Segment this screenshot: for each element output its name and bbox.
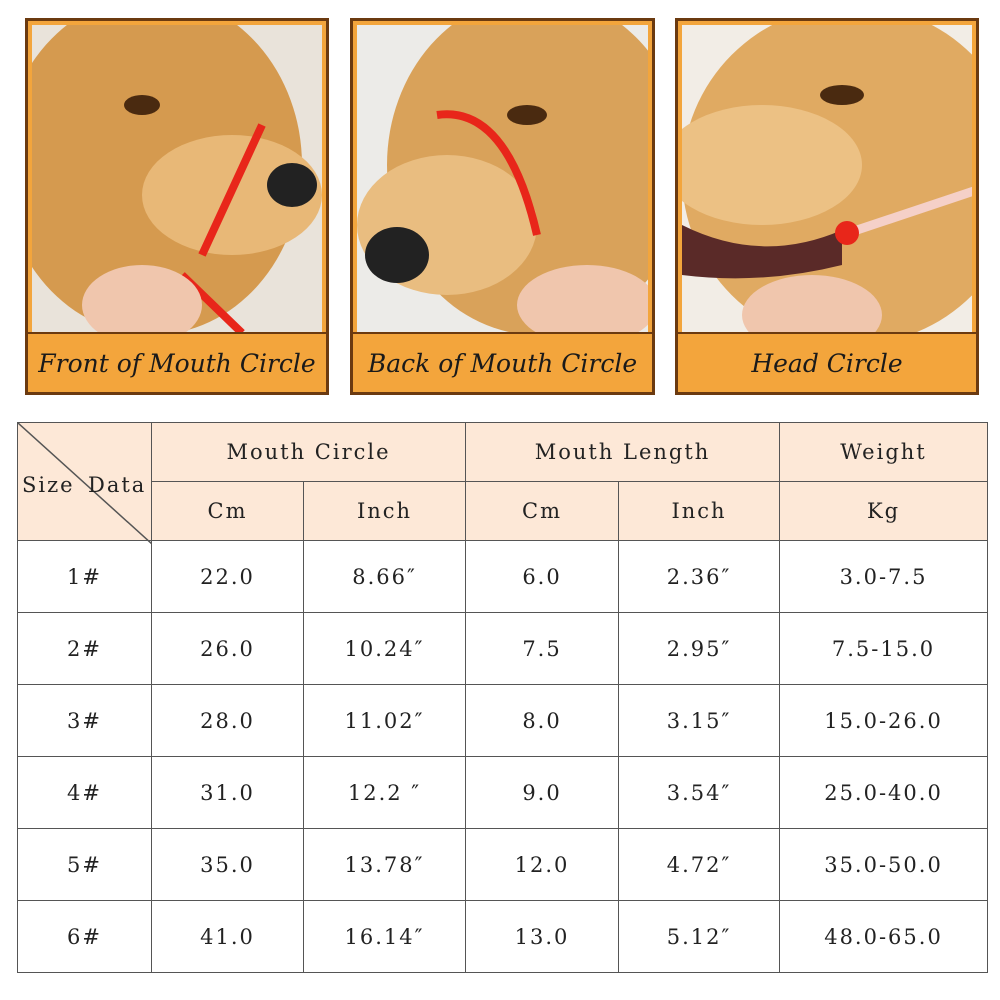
corner-label: Data: [88, 473, 147, 497]
data-cell: 26.0: [151, 612, 304, 685]
caption: Front of Mouth Circle: [28, 332, 326, 392]
size-cell: 1#: [17, 540, 152, 613]
size-cell: 2#: [17, 612, 152, 685]
diagonal: [18, 423, 152, 544]
data-cell: 13.78″: [302, 828, 467, 901]
data-cell: 2.95″: [618, 612, 781, 685]
photo-panel: Back of Mouth Circle: [350, 18, 655, 395]
table-row: 5# 35.0 13.78″ 12.0 4.72″ 35.0-50.0: [17, 828, 989, 901]
dog-photo: [357, 25, 648, 333]
data-cell: 41.0: [151, 900, 304, 973]
data-cell: 22.0: [151, 540, 304, 613]
photo-panel: Head Circle: [675, 18, 979, 395]
unit-header: Cm: [151, 481, 304, 541]
data-cell: 8.66″: [302, 540, 467, 613]
size-cell: 4#: [17, 756, 152, 829]
unit-header: Cm: [465, 481, 620, 541]
size-cell: 6#: [17, 900, 152, 973]
group-header: Mouth Length: [465, 422, 781, 482]
data-cell: 3.0-7.5: [779, 540, 989, 613]
data-cell: 7.5-15.0: [779, 612, 989, 685]
caption: Head Circle: [678, 332, 976, 392]
corner-label: Size: [22, 473, 75, 497]
data-cell: 6.0: [465, 540, 620, 613]
table-row: 2# 26.0 10.24″ 7.5 2.95″ 7.5-15.0: [17, 612, 989, 685]
data-cell: 7.5: [465, 612, 620, 685]
size-cell: 5#: [17, 828, 152, 901]
data-cell: 2.36″: [618, 540, 781, 613]
corner-cell: Size Data: [17, 422, 152, 544]
data-cell: 5.12″: [618, 900, 781, 973]
table-row: 1# 22.0 8.66″ 6.0 2.36″ 3.0-7.5: [17, 540, 989, 613]
data-cell: 3.15″: [618, 684, 781, 757]
data-cell: 15.0-26.0: [779, 684, 989, 757]
dog-photo: [682, 25, 972, 333]
dog-photo: [32, 25, 322, 333]
table-row: 6# 41.0 16.14″ 13.0 5.12″ 48.0-65.0: [17, 900, 989, 973]
unit-header: Inch: [618, 481, 781, 541]
photo-panel: Front of Mouth Circle: [25, 18, 329, 395]
caption: Back of Mouth Circle: [353, 332, 652, 392]
data-cell: 25.0-40.0: [779, 756, 989, 829]
data-cell: 48.0-65.0: [779, 900, 989, 973]
unit-header: Kg: [779, 481, 989, 541]
data-cell: 13.0: [465, 900, 620, 973]
data-cell: 31.0: [151, 756, 304, 829]
data-cell: 10.24″: [302, 612, 467, 685]
group-header: Mouth Circle: [150, 422, 467, 482]
data-cell: 11.02″: [302, 684, 467, 757]
data-cell: 28.0: [151, 684, 304, 757]
table-row: 4# 31.0 12.2 ″ 9.0 3.54″ 25.0-40.0: [17, 756, 989, 829]
data-cell: 12.0: [465, 828, 620, 901]
size-cell: 3#: [17, 684, 152, 757]
unit-header: Inch: [302, 481, 467, 541]
size-table: Size Data Mouth Circle Mouth Length Weig…: [17, 422, 989, 973]
data-cell: 9.0: [465, 756, 620, 829]
data-cell: 12.2 ″: [302, 756, 467, 829]
data-cell: 16.14″: [302, 900, 467, 973]
data-cell: 3.54″: [618, 756, 781, 829]
data-cell: 35.0-50.0: [779, 828, 989, 901]
data-cell: 8.0: [465, 684, 620, 757]
data-cell: 35.0: [151, 828, 304, 901]
group-header: Weight: [779, 422, 989, 482]
data-cell: 4.72″: [618, 828, 781, 901]
table-row: 3# 28.0 11.02″ 8.0 3.15″ 15.0-26.0: [17, 684, 989, 757]
